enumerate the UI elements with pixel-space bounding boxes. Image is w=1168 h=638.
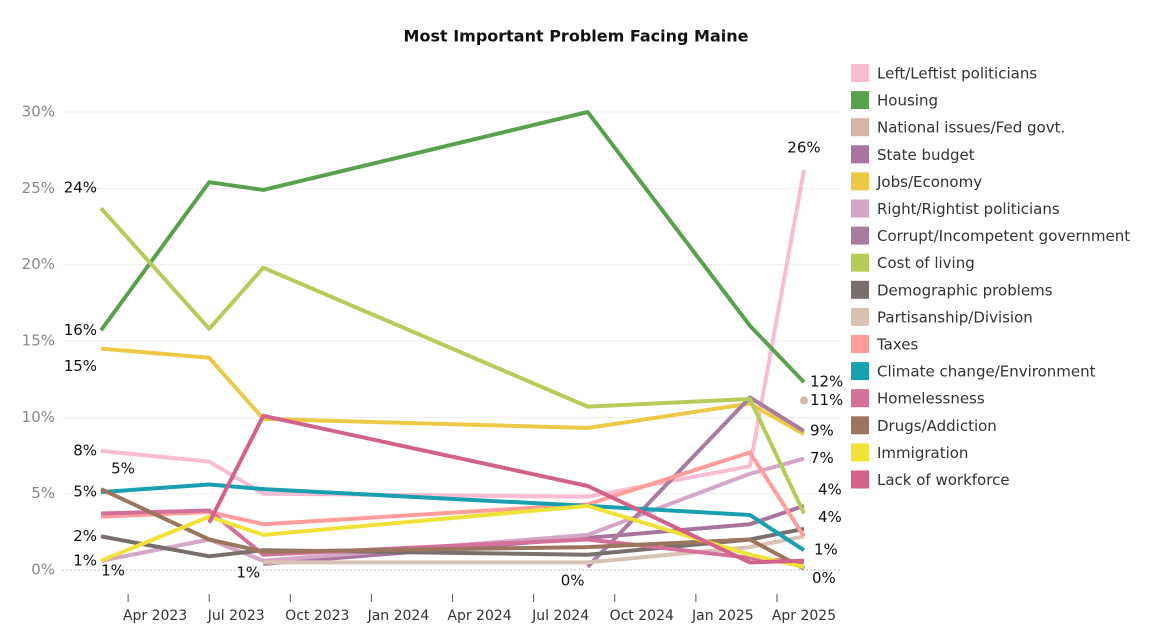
legend-label: Left/Leftist politicians <box>877 65 1037 83</box>
legend-swatch <box>851 335 869 353</box>
data-label: 15% <box>64 357 97 375</box>
series-line <box>100 169 806 499</box>
y-tick-label: 15% <box>22 332 55 350</box>
data-label: 1% <box>73 551 97 569</box>
legend-swatch <box>851 253 869 272</box>
legend-swatch <box>851 389 869 408</box>
legend-label: Cost of living <box>877 254 975 272</box>
legend-swatch <box>851 64 869 82</box>
data-label: 9% <box>810 422 834 440</box>
data-label: 8% <box>73 441 97 459</box>
x-tick-label: Jul 2023 <box>207 608 265 624</box>
data-label: 4% <box>818 480 842 498</box>
series-line <box>207 413 805 565</box>
data-label: 0% <box>812 569 836 587</box>
data-label: 7% <box>810 449 834 467</box>
legend-swatch <box>851 307 869 326</box>
series-line <box>99 110 806 384</box>
legend-label: Corrupt/Incompetent government <box>877 227 1130 245</box>
y-tick-label: 10% <box>22 408 55 426</box>
legend-label: Homelessness <box>877 390 985 408</box>
series-line <box>100 503 805 569</box>
legend-label: Immigration <box>877 444 968 462</box>
data-label: 4% <box>818 508 842 526</box>
series-line <box>263 534 805 565</box>
series-line <box>100 526 805 559</box>
legend-label: Lack of workforce <box>877 471 1010 489</box>
x-tick-label: Apr 2024 <box>447 608 511 624</box>
y-tick-label: 0% <box>31 561 55 579</box>
legend-swatch <box>851 280 869 299</box>
y-tick-label: 20% <box>22 255 55 273</box>
series-line <box>100 346 805 436</box>
legend-label: Taxes <box>876 336 919 354</box>
x-tick-label: Oct 2023 <box>285 608 349 624</box>
x-tick-label: Apr 2023 <box>123 608 187 624</box>
legend-swatch <box>851 118 869 137</box>
legend-label: Demographic problems <box>877 281 1053 299</box>
chart-title: Most Important Problem Facing Maine <box>404 27 749 46</box>
legend-label: Climate change/Environment <box>877 363 1096 381</box>
data-label: 0% <box>561 571 585 589</box>
y-tick-label: 30% <box>22 103 55 121</box>
legend-label: Jobs/Economy <box>876 173 982 191</box>
x-tick-label: Jan 2024 <box>367 608 430 624</box>
series-line <box>100 482 806 552</box>
legend-swatch <box>851 362 869 381</box>
data-label: 12% <box>810 373 843 391</box>
data-label: 26% <box>787 139 820 157</box>
data-label: 1% <box>236 563 260 581</box>
series-line <box>100 487 805 571</box>
legend-label: Housing <box>877 92 938 110</box>
x-tick-label: Apr 2025 <box>772 608 836 624</box>
data-label: 1% <box>814 541 838 559</box>
legend-swatch <box>851 416 869 435</box>
data-label: 16% <box>64 321 97 339</box>
legend-label: National issues/Fed govt. <box>877 119 1065 137</box>
series-line <box>99 206 806 515</box>
data-label: 11% <box>810 391 843 409</box>
legend-label: Right/Rightist politicians <box>877 200 1060 218</box>
legend-swatch <box>851 145 869 164</box>
legend-swatch <box>851 172 869 191</box>
point <box>799 396 808 405</box>
y-tick-label: 25% <box>22 179 55 197</box>
legend-swatch <box>851 226 869 245</box>
x-tick-label: Jan 2025 <box>691 608 754 624</box>
legend-label: Partisanship/Division <box>877 308 1033 326</box>
legend-label: Drugs/Addiction <box>877 417 997 435</box>
data-label: 1% <box>101 561 125 579</box>
x-tick-label: Jul 2024 <box>531 608 589 624</box>
data-label: 5% <box>73 483 97 501</box>
legend-swatch <box>851 91 869 110</box>
legend-swatch <box>851 443 869 462</box>
x-tick-label: Oct 2024 <box>610 608 674 624</box>
data-label: 5% <box>111 460 135 478</box>
data-label: 2% <box>73 527 97 545</box>
data-label: 24% <box>64 179 97 197</box>
y-tick-label: 5% <box>31 484 55 502</box>
legend-swatch <box>851 199 869 218</box>
legend-label: State budget <box>877 146 975 164</box>
legend-swatch <box>851 470 869 489</box>
